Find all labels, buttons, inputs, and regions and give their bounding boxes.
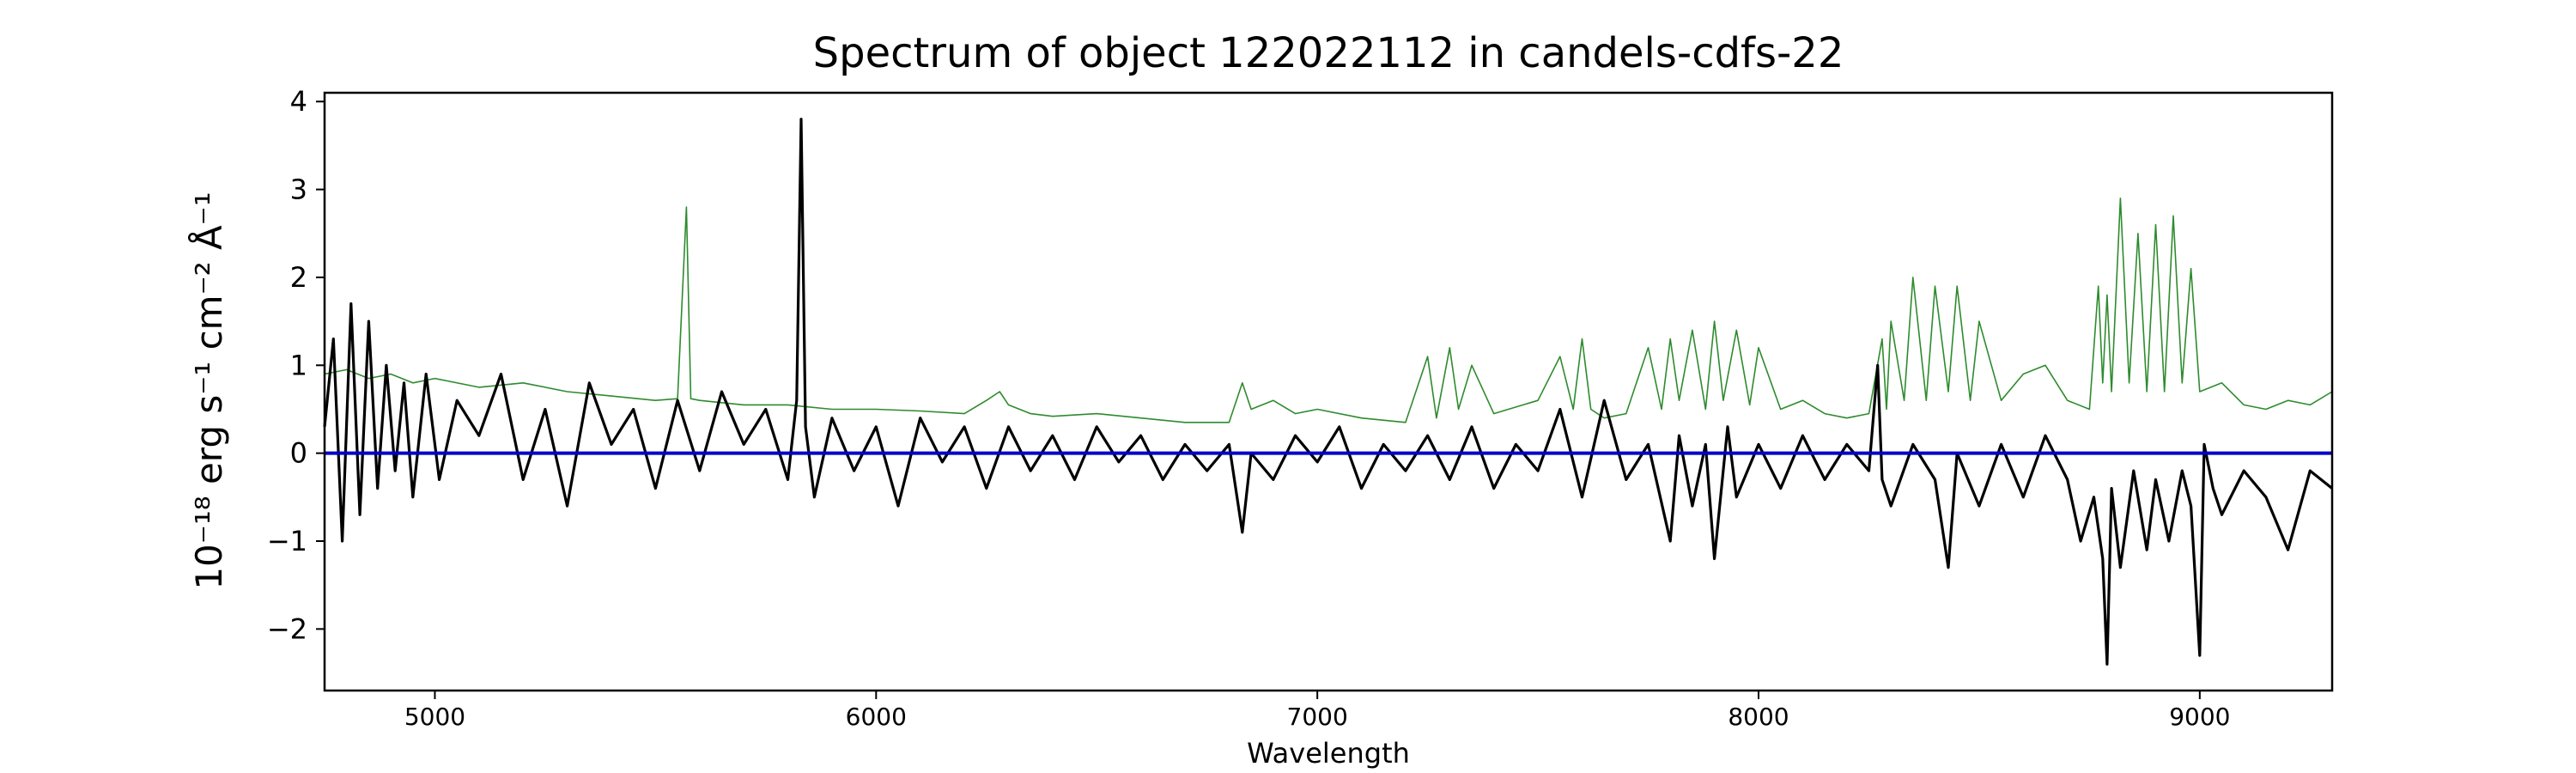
series-line-thick (323, 118, 2333, 666)
y-tick-label: −1 (267, 525, 307, 557)
plot-area (323, 118, 2333, 666)
chart-title: Spectrum of object 122022112 in candels-… (813, 29, 1844, 77)
series-line-thin (324, 198, 2333, 423)
y-tick-label: 3 (290, 173, 307, 206)
x-tick-label: 8000 (1728, 703, 1789, 731)
y-axis-label: 10⁻¹⁸ erg s⁻¹ cm⁻² Å⁻¹ (187, 192, 230, 589)
x-tick-label: 5000 (404, 703, 465, 731)
x-axis: 5000 6000 7000 8000 9000 (404, 691, 2230, 731)
x-tick-label: 7000 (1287, 703, 1348, 731)
x-tick-label: 6000 (846, 703, 907, 731)
y-tick-label: 2 (290, 261, 307, 294)
x-tick-label: 9000 (2169, 703, 2230, 731)
y-tick-label: 1 (290, 349, 307, 381)
y-tick-label: 4 (290, 85, 307, 118)
x-axis-label: Wavelength (1247, 737, 1410, 770)
y-tick-label: −2 (267, 612, 307, 645)
y-tick-label: 0 (290, 437, 307, 470)
plot-frame (323, 91, 2334, 692)
y-axis: −2 −1 0 1 2 3 4 (267, 85, 325, 645)
